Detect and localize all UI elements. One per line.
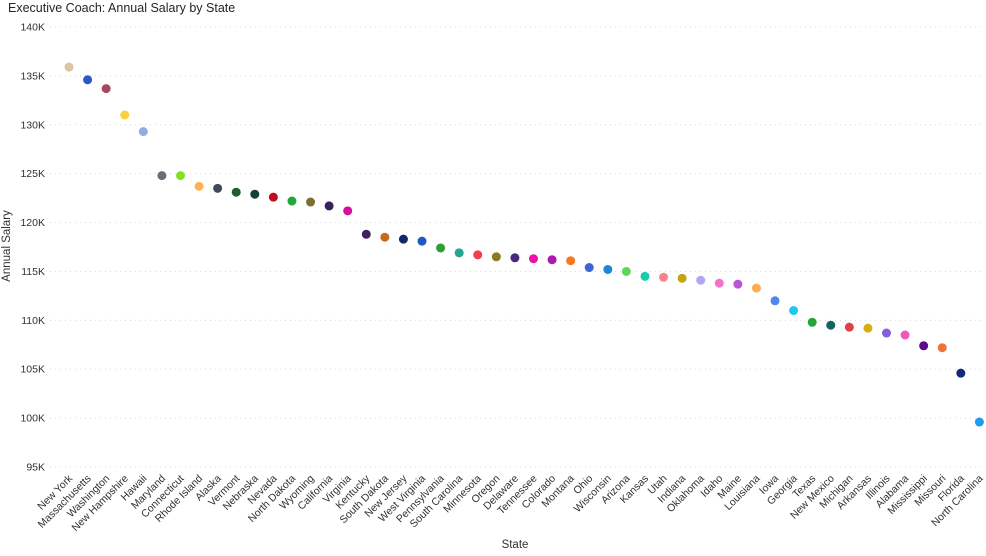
chart-title: Executive Coach: Annual Salary by State xyxy=(8,1,236,15)
data-point-oregon[interactable] xyxy=(491,252,501,262)
data-point-utah[interactable] xyxy=(659,272,669,282)
data-point-georgia[interactable] xyxy=(789,306,799,316)
y-axis-tick-label: 125K xyxy=(20,168,45,180)
y-axis-tick-label: 135K xyxy=(20,70,45,82)
data-point-wyoming[interactable] xyxy=(306,197,316,207)
data-point-louisiana[interactable] xyxy=(751,283,761,293)
data-point-kansas[interactable] xyxy=(640,271,650,281)
data-point-montana[interactable] xyxy=(566,256,576,266)
data-point-new-hampshire[interactable] xyxy=(120,110,130,120)
y-axis-tick-label: 105K xyxy=(20,364,45,376)
data-point-oklahoma[interactable] xyxy=(696,275,706,285)
data-point-florida[interactable] xyxy=(956,368,966,378)
data-point-south-dakota[interactable] xyxy=(380,232,390,242)
data-point-indiana[interactable] xyxy=(677,273,687,283)
y-axis-tick-label: 95K xyxy=(26,462,45,474)
y-axis-tick-label: 140K xyxy=(20,22,45,34)
data-point-mississippi[interactable] xyxy=(919,341,929,351)
data-point-nebraska[interactable] xyxy=(250,189,260,199)
x-axis-title: State xyxy=(501,539,529,551)
data-point-michigan[interactable] xyxy=(844,322,854,332)
data-point-virginia[interactable] xyxy=(343,206,353,216)
data-point-tennessee[interactable] xyxy=(528,254,538,264)
data-point-nevada[interactable] xyxy=(268,192,278,202)
data-point-west-virginia[interactable] xyxy=(417,236,427,246)
data-point-iowa[interactable] xyxy=(770,296,780,306)
data-point-rhode-island[interactable] xyxy=(194,181,204,191)
data-point-massachusetts[interactable] xyxy=(83,75,93,85)
data-point-north-dakota[interactable] xyxy=(287,196,297,206)
data-point-minnesota[interactable] xyxy=(473,250,483,260)
data-point-texas[interactable] xyxy=(807,317,817,327)
data-point-idaho[interactable] xyxy=(714,278,724,288)
data-point-alabama[interactable] xyxy=(900,330,910,340)
data-point-new-mexico[interactable] xyxy=(826,320,836,330)
data-point-maryland[interactable] xyxy=(157,171,167,181)
y-axis-tick-label: 130K xyxy=(20,119,45,131)
data-point-hawaii[interactable] xyxy=(138,127,148,137)
data-point-alaska[interactable] xyxy=(213,183,223,193)
data-point-california[interactable] xyxy=(324,201,334,211)
data-point-ohio[interactable] xyxy=(584,263,594,273)
data-point-maine[interactable] xyxy=(733,279,743,289)
y-axis-tick-label: 100K xyxy=(20,413,45,425)
data-point-new-jersey[interactable] xyxy=(398,234,408,244)
y-axis-tick-label: 120K xyxy=(20,217,45,229)
data-point-north-carolina[interactable] xyxy=(974,417,984,427)
data-point-colorado[interactable] xyxy=(547,255,557,265)
data-point-arkansas[interactable] xyxy=(863,323,873,333)
data-point-vermont[interactable] xyxy=(231,187,241,197)
data-point-south-carolina[interactable] xyxy=(454,248,464,258)
data-point-missouri[interactable] xyxy=(937,343,947,353)
data-point-connecticut[interactable] xyxy=(175,171,185,181)
data-point-washington[interactable] xyxy=(101,84,111,94)
data-point-wisconsin[interactable] xyxy=(603,264,613,274)
data-point-delaware[interactable] xyxy=(510,253,520,263)
data-point-illinois[interactable] xyxy=(882,328,892,338)
data-point-pennsylvania[interactable] xyxy=(436,243,446,253)
data-point-new-york[interactable] xyxy=(64,62,74,72)
y-axis-tick-label: 115K xyxy=(21,266,45,278)
data-point-arizona[interactable] xyxy=(621,266,631,276)
data-point-kentucky[interactable] xyxy=(361,229,371,239)
y-axis-title: Annual Salary xyxy=(1,210,13,282)
y-axis-tick-label: 110K xyxy=(21,315,45,327)
